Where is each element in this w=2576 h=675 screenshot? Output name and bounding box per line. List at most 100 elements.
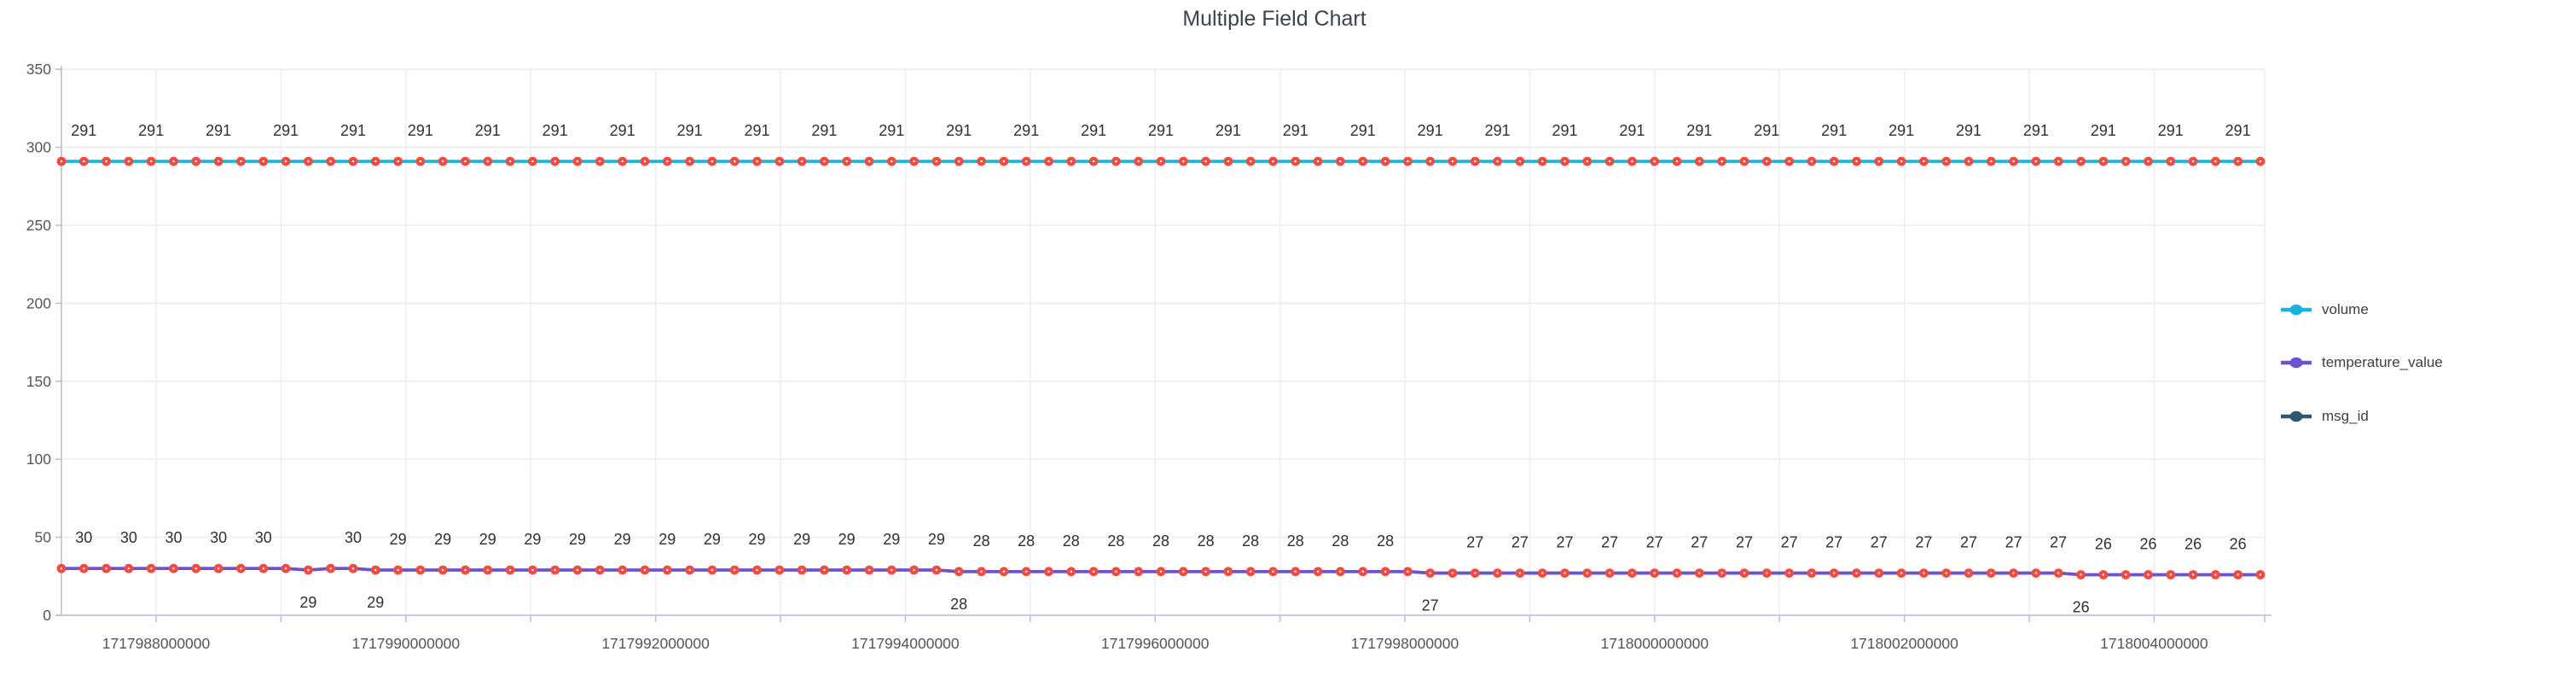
svg-text:291: 291 [677, 122, 703, 139]
svg-text:28: 28 [950, 596, 967, 613]
svg-text:291: 291 [744, 122, 769, 139]
svg-text:291: 291 [1350, 122, 1376, 139]
svg-text:30: 30 [255, 529, 272, 546]
svg-text:29: 29 [793, 531, 810, 548]
svg-text:26: 26 [2139, 536, 2156, 553]
svg-text:291: 291 [1821, 122, 1847, 139]
legend-label: msg_id [2322, 408, 2369, 424]
svg-text:1717996000000: 1717996000000 [1101, 635, 1210, 652]
svg-text:291: 291 [1686, 122, 1712, 139]
svg-text:291: 291 [946, 122, 972, 139]
legend-item-msg-id[interactable]: msg_id [2281, 408, 2369, 425]
svg-text:26: 26 [2073, 599, 2090, 616]
svg-text:1717994000000: 1717994000000 [851, 635, 960, 652]
svg-text:28: 28 [1063, 532, 1080, 550]
svg-text:291: 291 [138, 122, 164, 139]
svg-text:26: 26 [2095, 536, 2112, 553]
svg-text:291: 291 [1552, 122, 1577, 139]
svg-text:28: 28 [1332, 532, 1349, 550]
svg-text:29: 29 [479, 531, 496, 548]
svg-text:29: 29 [883, 531, 900, 548]
svg-text:28: 28 [1152, 532, 1169, 550]
svg-text:1718002000000: 1718002000000 [1850, 635, 1958, 652]
svg-text:28: 28 [1018, 532, 1035, 550]
svg-text:1717990000000: 1717990000000 [352, 635, 461, 652]
svg-text:30: 30 [345, 529, 362, 546]
legend-line-dot-icon [2281, 356, 2312, 370]
svg-text:28: 28 [1377, 532, 1394, 550]
svg-text:291: 291 [1148, 122, 1174, 139]
svg-text:29: 29 [524, 531, 541, 548]
svg-text:27: 27 [1511, 534, 1529, 551]
svg-text:1717998000000: 1717998000000 [1351, 635, 1459, 652]
svg-text:350: 350 [26, 61, 51, 78]
svg-text:27: 27 [1422, 597, 1439, 614]
svg-text:291: 291 [1956, 122, 1981, 139]
svg-text:28: 28 [1107, 532, 1124, 550]
chart-title: Multiple Field Chart [1182, 7, 1366, 31]
svg-text:27: 27 [1825, 534, 1842, 551]
svg-text:291: 291 [1081, 122, 1106, 139]
svg-text:27: 27 [1646, 534, 1663, 551]
svg-text:291: 291 [2023, 122, 2049, 139]
svg-text:27: 27 [1915, 534, 1932, 551]
svg-text:291: 291 [1619, 122, 1645, 139]
legend-item-volume[interactable]: volume [2281, 301, 2369, 318]
svg-text:1718000000000: 1718000000000 [1601, 635, 1709, 652]
svg-text:50: 50 [35, 529, 52, 546]
svg-text:27: 27 [1691, 534, 1708, 551]
legend-item-temperature-value[interactable]: temperature_value [2281, 354, 2443, 371]
svg-text:29: 29 [434, 531, 451, 548]
svg-text:26: 26 [2184, 536, 2202, 553]
svg-text:29: 29 [569, 531, 586, 548]
svg-text:291: 291 [273, 122, 299, 139]
svg-text:291: 291 [1215, 122, 1241, 139]
svg-text:27: 27 [1556, 534, 1573, 551]
svg-text:150: 150 [26, 373, 51, 390]
svg-text:291: 291 [340, 122, 366, 139]
legend-label: volume [2322, 301, 2369, 317]
legend-line-dot-icon [2281, 410, 2312, 423]
svg-text:29: 29 [659, 531, 676, 548]
legend-label: temperature_value [2322, 354, 2443, 370]
svg-text:27: 27 [2050, 534, 2067, 551]
svg-text:291: 291 [610, 122, 635, 139]
svg-text:291: 291 [879, 122, 904, 139]
data-labels: 291 291 291 291 291 291 291 291 291 291 291 291 291 2… [71, 122, 2250, 615]
svg-text:29: 29 [928, 531, 945, 548]
svg-text:28: 28 [1242, 532, 1259, 550]
svg-text:291: 291 [71, 122, 96, 139]
svg-text:291: 291 [2158, 122, 2184, 139]
svg-text:291: 291 [811, 122, 837, 139]
svg-text:291: 291 [206, 122, 231, 139]
svg-text:30: 30 [165, 529, 182, 546]
svg-text:27: 27 [2005, 534, 2022, 551]
svg-text:28: 28 [1198, 532, 1215, 550]
svg-text:291: 291 [1418, 122, 1443, 139]
svg-text:27: 27 [1871, 534, 1888, 551]
svg-text:1717992000000: 1717992000000 [601, 635, 710, 652]
svg-text:0: 0 [43, 607, 51, 624]
svg-text:300: 300 [26, 139, 51, 156]
svg-text:28: 28 [973, 532, 990, 550]
svg-text:1717988000000: 1717988000000 [102, 635, 211, 652]
svg-text:291: 291 [2225, 122, 2251, 139]
svg-text:30: 30 [75, 529, 92, 546]
svg-text:29: 29 [367, 594, 384, 611]
svg-text:29: 29 [838, 531, 856, 548]
svg-text:30: 30 [120, 529, 137, 546]
svg-text:28: 28 [1287, 532, 1304, 550]
svg-text:29: 29 [704, 531, 721, 548]
svg-text:27: 27 [1601, 534, 1618, 551]
svg-text:27: 27 [1466, 534, 1483, 551]
legend-line-dot-icon [2281, 303, 2312, 317]
svg-text:29: 29 [299, 594, 316, 611]
svg-text:291: 291 [542, 122, 568, 139]
svg-text:291: 291 [475, 122, 501, 139]
svg-text:26: 26 [2230, 536, 2247, 553]
svg-text:27: 27 [1736, 534, 1753, 551]
svg-text:100: 100 [26, 451, 51, 468]
svg-text:291: 291 [1013, 122, 1039, 139]
